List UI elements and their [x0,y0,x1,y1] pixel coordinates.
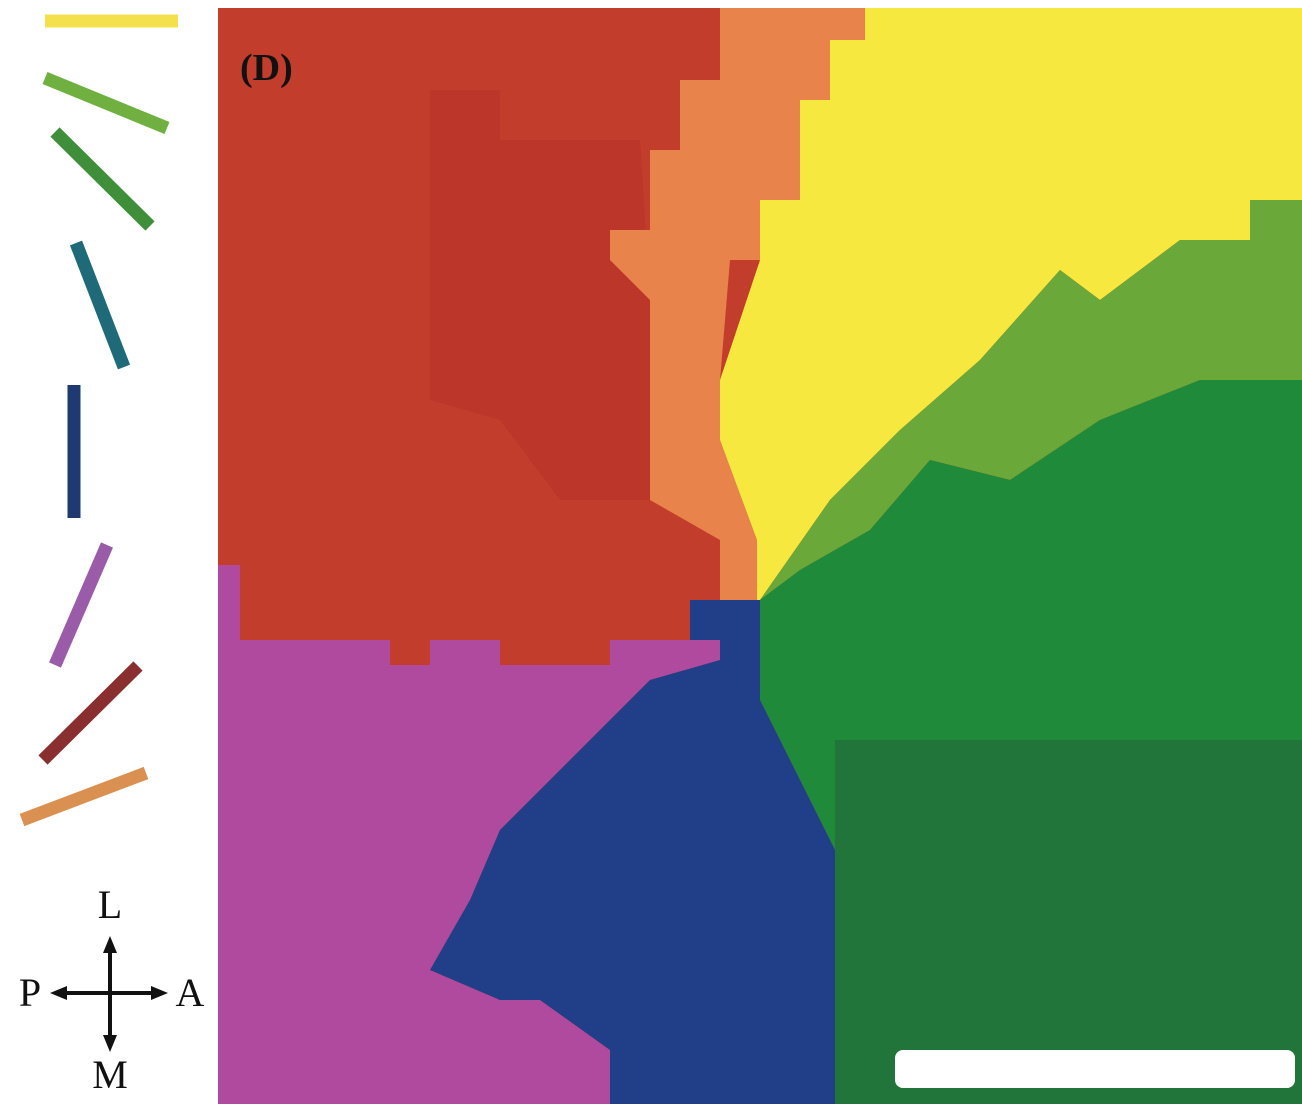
yellow-region [720,8,1302,600]
panel-label: (D) [240,47,293,89]
arrowhead [50,986,67,1000]
blue-region [430,600,835,1104]
legend-bar [19,766,149,827]
arrowhead [151,986,168,1000]
orientation-legend [19,14,178,827]
compass-label: P [19,970,41,1015]
orientation-map [218,8,1302,1104]
compass-label: L [98,882,122,927]
compass-label: A [176,970,205,1015]
arrowhead [103,936,117,953]
compass-labels: L P A M [19,882,205,1097]
legend-bar [49,542,113,668]
purple-region [218,565,720,1104]
legend-bar [50,127,155,231]
compass [50,936,168,1052]
orange-region [610,8,865,600]
compass-label: M [92,1052,128,1097]
scale-bar [895,1050,1295,1088]
legend-bar [69,240,131,370]
dark-green-region [835,740,1302,1104]
red-shade [430,90,650,500]
legend-bar [42,71,170,135]
light-green-region [760,200,1302,600]
legend-bar [38,661,143,765]
arrowhead [103,1035,117,1052]
